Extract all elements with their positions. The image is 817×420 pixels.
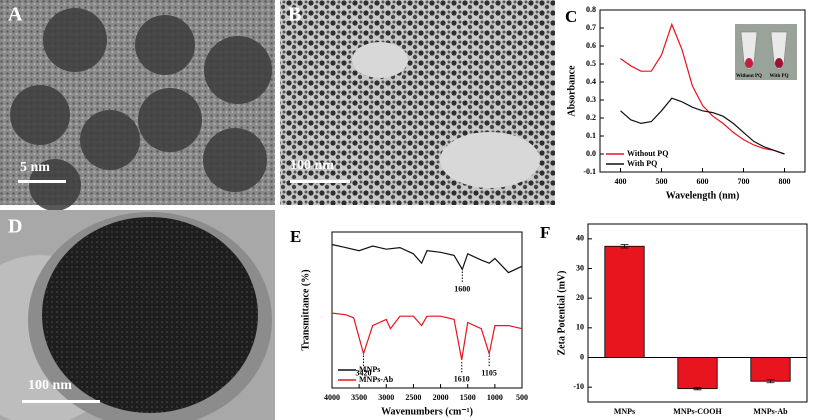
x-axis-label: Wavelength (nm) bbox=[666, 190, 740, 201]
panel-label: D bbox=[8, 216, 22, 238]
scale-bar-label: 5 nm bbox=[20, 160, 50, 175]
x-tick-label: 600 bbox=[697, 177, 709, 186]
panel-label: E bbox=[290, 227, 301, 246]
bar bbox=[750, 357, 791, 382]
y-tick-label: 0.2 bbox=[586, 113, 596, 122]
peak-label: 1600 bbox=[454, 284, 470, 293]
panel-label: C bbox=[565, 7, 577, 26]
y-tick-label: 0.6 bbox=[586, 41, 596, 50]
panel-label: F bbox=[540, 223, 550, 242]
y-tick-label: 0.1 bbox=[586, 131, 596, 140]
y-tick-label: 0.4 bbox=[586, 77, 596, 86]
x-axis-label: Wavenumbers (cm⁻¹) bbox=[381, 406, 473, 417]
x-tick-label: 1000 bbox=[487, 393, 503, 402]
x-tick-label: 2000 bbox=[433, 393, 449, 402]
panel-d: D 100 nm bbox=[0, 210, 275, 420]
legend-label: Without PQ bbox=[627, 149, 668, 158]
y-tick-label: 30 bbox=[576, 263, 584, 272]
y-tick-label: 0.8 bbox=[586, 5, 596, 14]
scale-bar-label: 100 nm bbox=[290, 158, 334, 173]
peak-label: 3420 bbox=[355, 369, 371, 378]
bar bbox=[677, 357, 718, 390]
series-line bbox=[331, 312, 523, 361]
y-tick-label: 0.3 bbox=[586, 95, 596, 104]
x-tick-label: 800 bbox=[779, 177, 791, 186]
legend-label: MNPs-Ab bbox=[359, 375, 394, 384]
plot-frame bbox=[331, 231, 523, 389]
plot-frame bbox=[587, 223, 808, 403]
series-line bbox=[331, 243, 523, 274]
x-tick-label: 1500 bbox=[460, 393, 476, 402]
y-tick-label: 40 bbox=[576, 234, 584, 243]
inset-label: With PQ bbox=[770, 74, 789, 79]
panel-b: B 100 nm bbox=[280, 0, 555, 205]
y-tick-label: -0.1 bbox=[583, 167, 596, 176]
legend-label: MNPs bbox=[359, 365, 380, 374]
inset-label: Without PQ bbox=[736, 74, 762, 79]
x-tick-label: 500 bbox=[516, 393, 528, 402]
y-axis-label: Zeta Potential (mV) bbox=[556, 271, 567, 356]
error-bar bbox=[766, 379, 775, 384]
y-tick-label: 0 bbox=[580, 352, 584, 361]
y-tick-label: 0.0 bbox=[586, 149, 596, 158]
error-bar bbox=[693, 387, 702, 391]
y-tick-label: -10 bbox=[573, 382, 584, 391]
x-tick-label: 700 bbox=[738, 177, 750, 186]
x-tick-label: 2500 bbox=[405, 393, 421, 402]
x-tick-label: 3000 bbox=[378, 393, 394, 402]
y-axis-label: Transmittance (%) bbox=[300, 269, 311, 350]
x-tick-label: MNPs-COOH bbox=[673, 407, 722, 416]
panel-label: B bbox=[288, 4, 301, 26]
error-bar bbox=[620, 244, 629, 249]
panel-a: A 5 nm bbox=[0, 0, 275, 211]
x-tick-label: 4000 bbox=[324, 393, 340, 402]
y-tick-label: 0.5 bbox=[586, 59, 596, 68]
x-tick-label: MNPs bbox=[614, 407, 635, 416]
tube-liquid bbox=[745, 58, 753, 68]
series-line bbox=[620, 22, 785, 155]
x-tick-label: MNPs-Ab bbox=[753, 407, 788, 416]
legend-label: With PQ bbox=[627, 159, 657, 168]
peak-label: 1610 bbox=[454, 375, 470, 384]
panel-label: A bbox=[8, 4, 23, 26]
x-tick-label: 3500 bbox=[351, 393, 367, 402]
y-tick-label: 20 bbox=[576, 293, 584, 302]
bar bbox=[604, 245, 645, 358]
x-tick-label: 500 bbox=[656, 177, 668, 186]
y-tick-label: 0.7 bbox=[586, 23, 596, 32]
series-line bbox=[620, 97, 785, 155]
scale-bar-label: 100 nm bbox=[28, 378, 72, 393]
y-tick-label: 10 bbox=[576, 323, 584, 332]
y-axis-label: Absorbance bbox=[566, 65, 577, 117]
x-tick-label: 400 bbox=[615, 177, 627, 186]
tube-liquid bbox=[775, 58, 783, 68]
peak-label: 1105 bbox=[481, 369, 497, 378]
